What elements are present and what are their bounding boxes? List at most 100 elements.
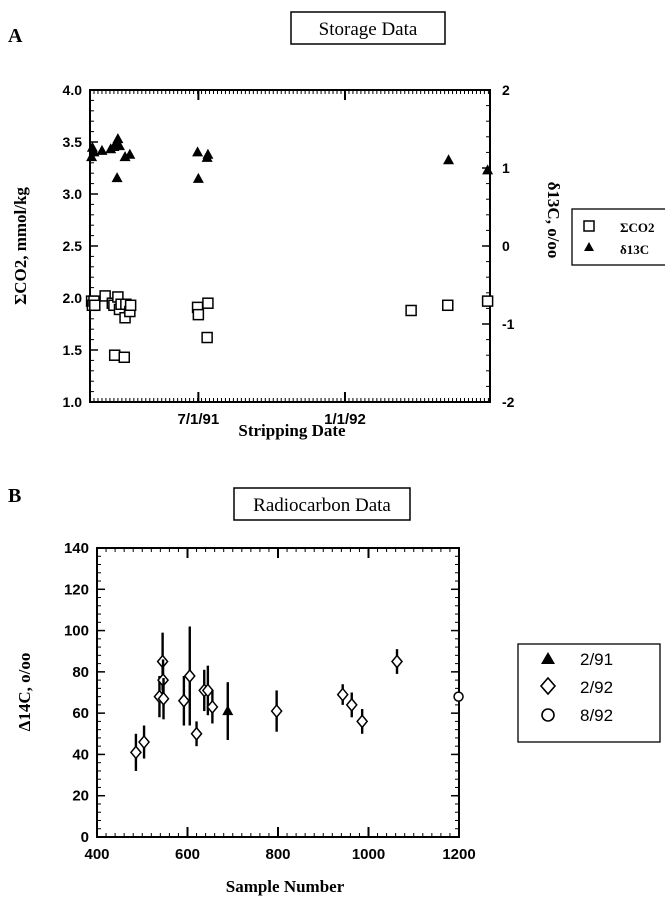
b-y-tick-label: 40 [72,746,89,763]
panel-b-x-axis: 400 600 800 1000 1200 [84,548,476,863]
panel-a-y-right-label: δ13C, o/oo [544,182,563,259]
sco2-point [118,351,131,364]
diamond-point-2-92 [157,691,170,706]
a-left-tick-label: 2.0 [63,290,83,306]
a-right-tick-label: 1 [502,160,510,176]
panel-a-legend-box [571,208,665,266]
d13c-point [443,154,455,165]
triangle-point-2-91 [222,705,234,716]
b-x-tick-label: 400 [84,846,109,863]
panel-b-data [129,626,464,771]
panel-b-legend-box [517,643,661,743]
diamond-point-2-92 [190,726,203,741]
panel-a-minor-ticks [89,89,490,403]
a-left-tick-label: 3.0 [63,186,83,202]
legend-filled-triangle-marker [584,242,594,251]
panel-a-legend-label-0: ΣCO2 [620,220,655,235]
panel-a-title: Storage Data [319,19,418,40]
a-left-tick-label: 4.0 [63,82,83,98]
panel-b-legend-label-2: 8/92 [580,706,613,725]
diamond-point-2-92 [391,654,403,669]
b-x-tick-label: 800 [265,846,290,863]
b-y-tick-label: 60 [72,705,89,722]
b-y-tick-label: 120 [64,581,89,598]
panel-a-title-box [290,11,446,45]
b-x-tick-label: 600 [175,846,200,863]
legend-open-square-marker [583,220,595,232]
diamond-point-2-92 [206,699,219,715]
a-right-tick-label: 2 [502,82,510,98]
b-y-tick-label: 140 [64,540,89,557]
diamond-point-2-92 [201,683,214,698]
panel-a-plot-frame [89,89,491,403]
diamond-point-2-92 [345,697,358,713]
a-left-tick-label: 2.5 [63,238,83,254]
panel-b-x-label: Sample Number [226,877,345,896]
a-left-tick-label: 1.0 [63,394,83,410]
panel-b-letter: B [8,485,21,507]
d13c-point [112,133,124,144]
d13c-point [111,172,123,183]
panel-a: A Storage Data 1.0 1.5 2.0 2.5 3.0 3.5 4.0 -2 -… [8,11,665,440]
legend-filled-triangle-marker [541,652,555,664]
sco2-point [99,290,111,302]
diamond-point-2-92 [129,745,142,760]
panel-a-letter: A [8,25,23,47]
panel-b-title: Radiocarbon Data [253,495,391,516]
panel-a-x-label: Stripping Date [238,421,346,440]
a-right-tick-label: 0 [502,238,510,254]
d13c-point [96,144,108,155]
a-left-tick-label: 1.5 [63,342,83,358]
sco2-point [124,299,137,312]
b-y-tick-label: 100 [64,623,89,640]
sco2-point [405,304,417,317]
d13c-point [124,148,136,159]
panel-b-legend-label-1: 2/92 [580,678,613,697]
d13c-point [192,172,204,183]
panel-b-legend-label-0: 2/91 [580,650,613,669]
panel-a-legend: ΣCO2 δ13C [571,208,665,266]
b-y-tick-label: 20 [72,788,89,805]
panel-b-title-box [233,487,411,521]
diamond-point-2-92 [138,734,151,750]
b-y-tick-label: 0 [81,829,89,846]
d13c-point [113,140,125,151]
diamond-point-2-92 [336,687,349,702]
a-right-tick-label: -1 [502,316,515,332]
panel-b: B Radiocarbon Data 0 20 40 60 80 100 120 140 40… [8,485,661,896]
d13c-point [202,148,214,159]
a-x-tick-label: 1/1/92 [324,411,366,428]
panel-b-minor-ticks [96,547,460,838]
a-left-tick-label: 3.5 [63,134,83,150]
diamond-point-2-92 [270,703,283,719]
sco2-point [108,349,121,361]
a-x-tick-label: 7/1/91 [178,411,220,428]
panel-a-data [85,133,494,364]
d13c-point [88,146,100,157]
d13c-point [482,164,494,175]
panel-a-legend-label-1: δ13C [620,242,649,257]
a-right-tick-label: -2 [502,394,515,410]
sco2-point [192,308,205,321]
legend-open-circle-marker [541,708,555,722]
diamond-point-2-92 [356,714,369,729]
circle-point-8-92 [453,691,464,702]
diamond-point-2-92 [177,693,190,708]
panel-b-plot-frame [96,547,460,838]
legend-open-diamond-marker [539,676,557,696]
panel-b-y-label: Δ14C, o/oo [15,653,34,732]
d13c-point [192,146,204,157]
sco2-point [481,295,494,307]
panel-a-x-axis: 7/1/91 1/1/92 [178,90,366,428]
b-x-tick-label: 1200 [442,846,475,863]
b-y-tick-label: 80 [72,664,89,681]
sco2-point [442,299,454,312]
sco2-point [89,299,101,312]
panel-b-y-axis: 0 20 40 60 80 100 120 140 [64,540,459,846]
panel-b-legend: 2/91 2/92 8/92 [517,643,661,743]
sco2-point [202,297,214,309]
diamond-point-2-92 [183,668,196,684]
sco2-point [201,331,213,344]
b-x-tick-label: 1000 [352,846,385,863]
